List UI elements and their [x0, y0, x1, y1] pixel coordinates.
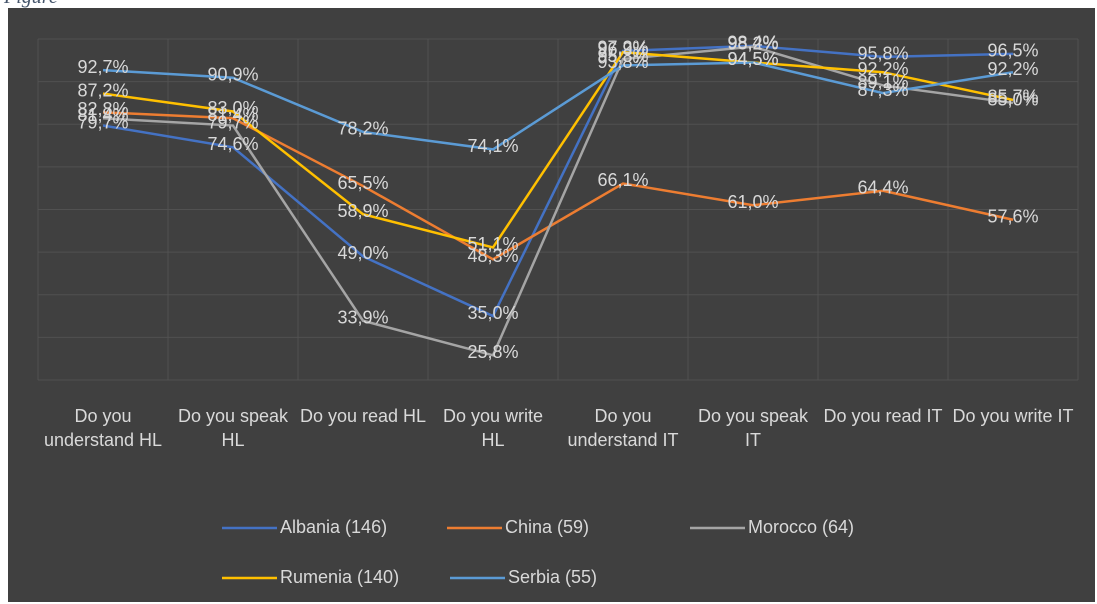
data-label: 96,9% — [597, 39, 648, 59]
data-label: 49,0% — [337, 243, 388, 263]
data-label: 64,4% — [857, 177, 908, 197]
legend-label: Albania (146) — [280, 517, 387, 537]
data-label: 58,9% — [337, 201, 388, 221]
data-label: 97,2% — [597, 38, 648, 58]
x-tick-label: Do you write HL — [442, 406, 544, 450]
data-label: 94,5% — [727, 49, 778, 69]
data-label: 89,1% — [857, 72, 908, 92]
data-label: 98,4% — [727, 33, 778, 53]
data-label: 79,7% — [207, 112, 258, 132]
x-tick-label: Do you speak IT — [697, 406, 809, 450]
data-label: 95,8% — [857, 44, 908, 64]
data-label: 98,2% — [727, 33, 778, 53]
data-label: 92,2% — [987, 59, 1038, 79]
caption: Figure — [4, 0, 58, 9]
data-label: 66,1% — [597, 170, 648, 190]
data-label: 33,9% — [337, 308, 388, 328]
series-line — [102, 45, 1014, 357]
data-label: 78,2% — [337, 119, 388, 139]
data-label: 94,5% — [727, 49, 778, 69]
data-label: 35,0% — [467, 303, 518, 323]
x-tick-label: Do you understand HL — [43, 406, 163, 450]
data-label: 57,6% — [987, 206, 1038, 226]
legend-label: Serbia (55) — [508, 567, 597, 587]
data-label: 96,5% — [987, 41, 1038, 61]
legend-label: Rumenia (140) — [280, 567, 399, 587]
data-label: 93,8% — [597, 52, 648, 72]
legend-label: China (59) — [505, 517, 589, 537]
x-tick-label: Do you speak HL — [177, 406, 289, 450]
data-label: 74,6% — [207, 134, 258, 154]
x-tick-label: Do you write IT — [952, 406, 1074, 426]
x-tick-label: Do you read HL — [299, 406, 427, 426]
data-label: 87,3% — [857, 80, 908, 100]
data-label: 61,0% — [727, 192, 778, 212]
data-label: 79,7% — [77, 112, 128, 132]
data-label: 85,7% — [987, 87, 1038, 107]
data-label: 81,4% — [207, 105, 258, 125]
data-label: 92,2% — [857, 59, 908, 79]
data-label: 82,8% — [77, 99, 128, 119]
data-label: 74,1% — [467, 136, 518, 156]
data-label: 51,1% — [467, 234, 518, 254]
data-label: 90,9% — [207, 65, 258, 85]
series-line — [102, 50, 1014, 249]
data-label: 25,8% — [467, 342, 518, 362]
legend-label: Morocco (64) — [748, 517, 854, 537]
data-label: 92,7% — [77, 57, 128, 77]
x-tick-label: Do you understand IT — [567, 406, 679, 450]
data-label: 48,3% — [467, 246, 518, 266]
data-label: 65,5% — [337, 173, 388, 193]
data-label: 81,4% — [77, 105, 128, 125]
data-label: 85,0% — [987, 90, 1038, 110]
chart-frame — [8, 8, 1095, 602]
series-line — [102, 61, 1014, 151]
x-tick-label: Do you read IT — [823, 406, 943, 426]
data-label: 87,2% — [77, 80, 128, 100]
data-label: 95,3% — [597, 46, 648, 66]
data-label: 83,0% — [207, 98, 258, 118]
series-line — [102, 44, 1014, 318]
